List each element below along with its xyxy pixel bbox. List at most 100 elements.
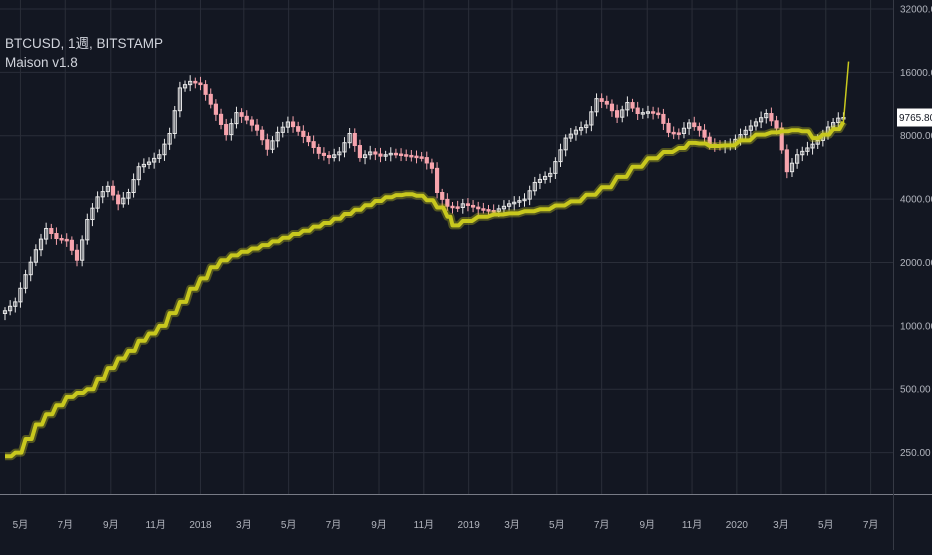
candle-body (429, 162, 435, 169)
candle-body (95, 196, 100, 209)
candle-body (501, 205, 507, 210)
candle-body (409, 154, 414, 158)
x-tick-label: 11月 (682, 519, 702, 531)
candle-body (136, 166, 141, 181)
candle-body (589, 111, 594, 126)
candle-body (126, 192, 131, 199)
candle-body (542, 175, 548, 180)
candle-body (759, 117, 764, 123)
x-tick-label: 5月 (549, 519, 565, 531)
candle-body (105, 185, 110, 193)
x-tick-label: 5月 (13, 519, 29, 531)
candle-body (548, 172, 553, 177)
candle-body (404, 154, 409, 157)
candle-body (527, 190, 532, 200)
candle-body (692, 122, 697, 128)
candle-body (167, 132, 172, 145)
x-tick-label: 7月 (57, 519, 73, 531)
candle-body (249, 119, 254, 126)
x-tick-label: 9月 (639, 519, 655, 531)
candle-body (599, 98, 604, 102)
x-tick-label: 5月 (281, 519, 297, 531)
candle-body (18, 287, 23, 303)
candle-body (424, 157, 429, 164)
last-price-marker (897, 108, 932, 127)
candle-body (743, 129, 748, 136)
candle-body (774, 120, 779, 129)
candlestick-series (2, 75, 846, 321)
x-tick-label: 9月 (103, 519, 119, 531)
candle-body (563, 137, 568, 151)
candle-body (635, 107, 640, 115)
candle-body (578, 127, 584, 131)
candle-body (121, 197, 126, 205)
y-tick-label: 4000.00 (900, 195, 932, 206)
candle-body (584, 124, 589, 129)
candle-body (239, 112, 244, 117)
candle-body (764, 113, 769, 119)
x-tick-label: 11月 (145, 519, 165, 531)
candle-body (625, 102, 630, 111)
candle-body (476, 206, 481, 210)
candle-body (558, 149, 563, 163)
candle-body (769, 113, 774, 122)
candle-body (383, 154, 388, 157)
candle-body (604, 100, 609, 105)
candle-body (8, 305, 13, 312)
candle-body (609, 103, 615, 112)
candle-body (661, 113, 666, 124)
candle-body (450, 205, 455, 209)
legend-indicator[interactable]: Maison v1.8 (5, 55, 78, 70)
x-tick-label: 5月 (818, 519, 834, 531)
candle-body (398, 153, 404, 157)
y-tick-label: 16000.00 (900, 68, 932, 79)
legend-symbol[interactable]: BTCUSD, 1週, BITSTAMP (5, 36, 164, 51)
candle-body (615, 110, 620, 118)
candle-body (779, 127, 784, 151)
candle-body (28, 261, 33, 276)
candle-body (172, 110, 177, 134)
x-tick-label: 7月 (863, 519, 879, 531)
y-tick-label: 2000.00 (900, 258, 932, 269)
candle-body (285, 121, 290, 128)
candle-body (460, 203, 465, 208)
candle-body (378, 153, 383, 157)
candle-body (445, 198, 450, 207)
candle-body (280, 126, 285, 133)
candle-body (836, 117, 841, 124)
candle-body (80, 239, 85, 261)
candle-body (290, 121, 296, 128)
candle-body (553, 161, 558, 174)
y-tick-label: 8000.00 (900, 131, 932, 142)
candle-body (116, 194, 121, 205)
x-tick-label: 9月 (371, 519, 387, 531)
candle-body (753, 121, 759, 127)
candle-body (85, 219, 90, 241)
candle-body (362, 154, 368, 159)
candle-body (54, 233, 59, 239)
candle-body (419, 156, 424, 159)
candle-body (393, 152, 399, 156)
candle-body (789, 162, 795, 173)
candle-body (33, 249, 38, 263)
candle-body (311, 141, 316, 148)
indicator-spike (842, 61, 850, 123)
y-tick-label: 32000.00 (900, 5, 932, 16)
candle-body (131, 179, 136, 194)
candle-body (38, 238, 44, 251)
candle-body (13, 301, 18, 307)
candle-body (229, 123, 234, 136)
candle-body (301, 130, 306, 137)
candle-body (671, 131, 676, 135)
candle-body (388, 152, 393, 156)
candle-body (784, 149, 789, 173)
x-tick-label: 3月 (236, 519, 252, 531)
candle-body (198, 82, 203, 86)
candle-body (193, 80, 198, 84)
candle-body (512, 201, 517, 205)
candle-body (805, 147, 810, 152)
candle-body (815, 139, 820, 145)
candle-body (69, 239, 74, 251)
